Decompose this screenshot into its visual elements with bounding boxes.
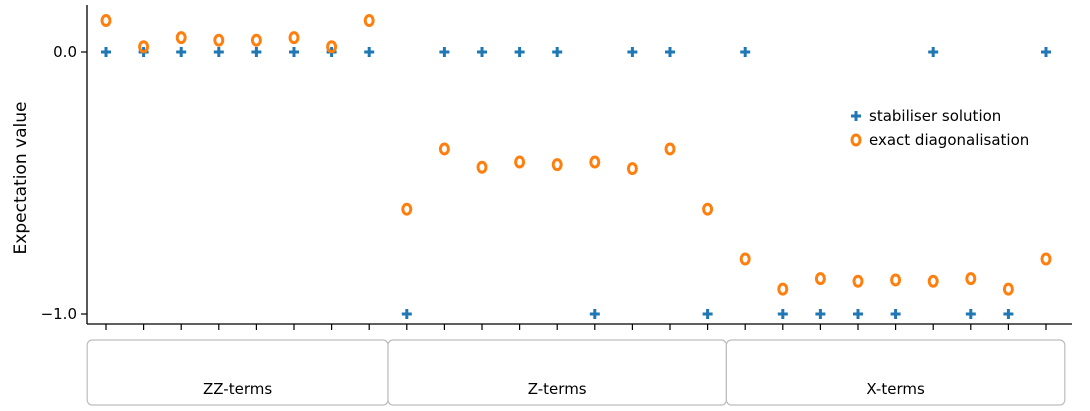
- stabiliser-point: [514, 47, 525, 57]
- exact-point: [175, 31, 187, 45]
- stabiliser-point: [251, 47, 262, 57]
- exact-point: [927, 274, 939, 288]
- exact-point: [363, 14, 375, 28]
- stabiliser-point: [702, 309, 713, 319]
- group-box: [725, 339, 1066, 406]
- y-axis-ticks: 0.0 −1.0: [41, 43, 87, 323]
- exact-point: [438, 142, 450, 156]
- stabiliser-point: [1041, 47, 1051, 57]
- exact-point: [589, 155, 601, 169]
- data-markers: [100, 14, 1052, 319]
- stabiliser-point: [815, 309, 826, 319]
- stabiliser-point: [928, 47, 939, 57]
- y-axis-title: Expectation value: [11, 102, 31, 255]
- legend-circle-marker: [850, 133, 862, 147]
- stabiliser-point: [364, 47, 375, 57]
- exact-point: [890, 273, 902, 287]
- stabiliser-point: [176, 47, 187, 57]
- exact-point: [626, 162, 638, 176]
- exact-point: [250, 33, 262, 47]
- stabiliser-point: [853, 309, 863, 319]
- exact-point: [326, 40, 338, 54]
- stabiliser-point: [439, 47, 450, 57]
- legend-label-exact: exact diagonalisation: [869, 131, 1029, 149]
- stabiliser-point: [627, 47, 638, 57]
- stabiliser-point: [589, 309, 600, 319]
- group-label: ZZ-terms: [203, 380, 272, 398]
- stabiliser-point: [890, 309, 901, 319]
- legend: stabiliser solution exact diagonalisatio…: [850, 107, 1029, 149]
- stabiliser-point: [401, 309, 412, 319]
- stabiliser-point: [552, 47, 563, 57]
- exact-point: [100, 14, 112, 28]
- exact-point: [401, 202, 413, 216]
- exact-point: [514, 155, 526, 169]
- group-label: X-terms: [866, 380, 925, 398]
- exact-point: [288, 31, 300, 45]
- legend-entry-exact: exact diagonalisation: [850, 131, 1029, 149]
- legend-plus-marker: [851, 111, 861, 121]
- stabiliser-point: [777, 309, 788, 319]
- stabiliser-point: [289, 47, 299, 57]
- legend-label-stabiliser: stabiliser solution: [869, 107, 1001, 125]
- exact-point: [777, 282, 789, 296]
- exact-point: [213, 33, 225, 47]
- category-groups: ZZ-terms Z-terms X-terms: [86, 339, 1066, 406]
- exact-point: [138, 40, 150, 54]
- exact-point: [739, 252, 751, 266]
- exact-point: [551, 158, 563, 172]
- y-tick-label: 0.0: [53, 43, 77, 61]
- stabiliser-point: [1003, 309, 1014, 319]
- legend-entry-stabiliser: stabiliser solution: [851, 107, 1001, 125]
- y-tick-label: −1.0: [41, 305, 77, 323]
- exact-point: [664, 142, 676, 156]
- exact-point: [1040, 252, 1052, 266]
- stabiliser-point: [740, 47, 751, 57]
- stabiliser-point: [213, 47, 224, 57]
- stabiliser-point: [965, 309, 976, 319]
- stabiliser-point: [101, 47, 111, 57]
- stabiliser-point: [477, 47, 487, 57]
- exact-point: [1002, 282, 1014, 296]
- stabiliser-point: [665, 47, 675, 57]
- exact-point: [476, 160, 488, 174]
- exact-point: [965, 272, 977, 286]
- exact-point: [852, 274, 864, 288]
- exact-point: [814, 272, 826, 286]
- group-label: Z-terms: [528, 380, 587, 398]
- exact-point: [702, 202, 714, 216]
